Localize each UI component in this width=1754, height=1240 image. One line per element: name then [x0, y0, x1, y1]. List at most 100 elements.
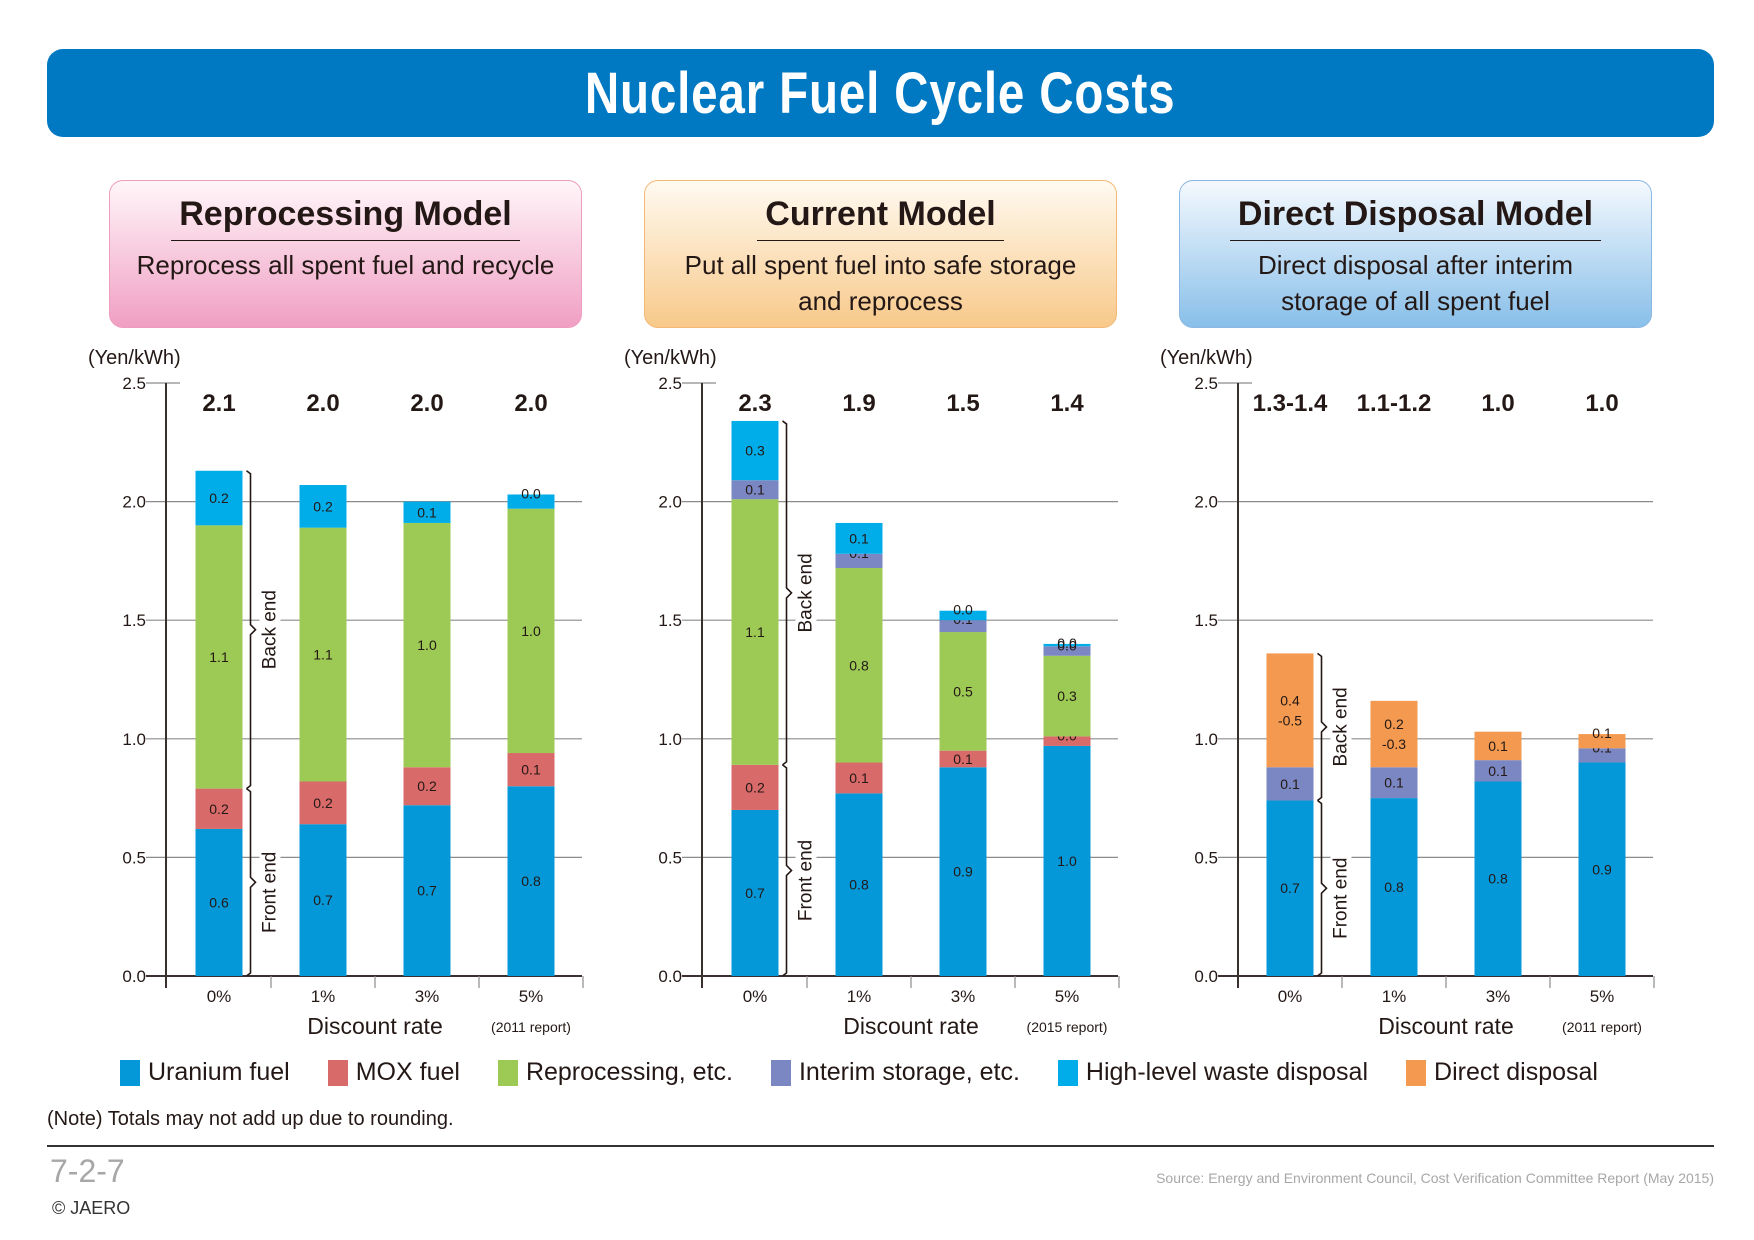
bar-segment-uranium — [299, 824, 347, 976]
legend-label: High-level waste disposal — [1085, 1058, 1369, 1086]
bar-segment-reprocessing — [939, 632, 987, 751]
y-axis-label: (Yen/kWh) — [1160, 347, 1253, 369]
segment-value-label: 0.1 — [745, 482, 765, 498]
back-end-bracket — [1317, 652, 1328, 802]
page-number: 7-2-7 — [50, 1153, 125, 1189]
segment-value-label: 0.1 — [849, 530, 869, 546]
legend-label: Reprocessing, etc. — [525, 1058, 733, 1086]
label-backdrop — [1330, 855, 1352, 941]
segment-value-label: 0.1 — [1280, 776, 1300, 792]
segment-value-label: 0.9 — [953, 864, 973, 880]
segment-value-label: 1.1 — [209, 649, 229, 665]
front-end-label: Front end — [1331, 858, 1352, 939]
segment-value-label: 0.2 — [209, 490, 229, 506]
segment-value-label: 0.1 — [417, 504, 437, 520]
legend: Uranium fuel MOX fuel Reprocessing, etc.… — [120, 1058, 1636, 1087]
bar-total-label: 1.1-1.2 — [1357, 390, 1432, 417]
segment-value-label: -0.5 — [1278, 712, 1302, 728]
x-tick-label: 3% — [415, 987, 440, 1006]
bar-total-label: 1.5 — [946, 390, 979, 417]
y-tick-label: 1.0 — [122, 730, 146, 749]
legend-item-direct: Direct disposal — [1406, 1058, 1598, 1087]
y-tick-label: 2.5 — [1194, 374, 1218, 393]
x-axis-label: Discount rate — [307, 1013, 443, 1039]
footnote: (Note) Totals may not add up due to roun… — [47, 1108, 454, 1130]
segment-value-label: 0.0 — [953, 602, 973, 618]
segment-value-label: 1.0 — [417, 637, 437, 653]
legend-swatch — [1406, 1059, 1427, 1086]
bar-total-label: 1.3-1.4 — [1253, 390, 1328, 417]
bar-segment-interim — [1370, 767, 1418, 799]
front-end-bracket — [246, 787, 257, 977]
bar-segment-uranium — [507, 786, 555, 976]
segment-value-label: 1.0 — [1057, 853, 1077, 869]
y-tick-label: 0.0 — [658, 967, 682, 986]
segment-value-label: 0.8 — [849, 657, 869, 673]
bar-segment-direct — [1474, 731, 1522, 761]
segment-value-label: 0.1 — [1384, 775, 1404, 791]
segment-value-label: 0.0 — [1057, 635, 1077, 651]
x-tick-label: 0% — [1278, 987, 1303, 1006]
segment-value-label: 1.1 — [313, 647, 333, 663]
bar-segment-uranium — [403, 805, 451, 976]
bar-segment-reprocessing — [195, 525, 243, 789]
y-tick-label: 1.0 — [658, 730, 682, 749]
y-tick-label: 2.0 — [658, 493, 682, 512]
model-title: Reprocessing Model — [171, 195, 520, 241]
x-axis-note: (2011 report) — [1562, 1019, 1642, 1035]
page-title: Nuclear Fuel Cycle Costs — [585, 60, 1176, 126]
segment-value-label: 0.1 — [953, 751, 973, 767]
legend-label: Uranium fuel — [148, 1058, 290, 1086]
bar-segment-uranium — [939, 767, 987, 976]
segment-value-label: 0.2 — [313, 498, 333, 514]
legend-swatch — [327, 1059, 348, 1086]
label-backdrop — [1330, 685, 1352, 769]
footer-divider — [47, 1145, 1714, 1147]
model-box-current: Current Model Put all spent fuel into sa… — [644, 180, 1117, 328]
back-end-label: Back end — [1331, 687, 1352, 766]
x-tick-label: 5% — [1055, 987, 1080, 1006]
y-tick-label: 2.5 — [658, 374, 682, 393]
x-tick-label: 1% — [311, 987, 336, 1006]
bar-segment-direct — [1578, 734, 1626, 749]
segment-value-label: 0.9 — [1592, 861, 1612, 877]
bar-segment-reprocessing — [835, 568, 883, 763]
segment-value-label: 0.8 — [849, 877, 869, 893]
front-end-bracket — [1317, 799, 1328, 977]
y-axis-label: (Yen/kWh) — [624, 347, 717, 369]
title-banner: Nuclear Fuel Cycle Costs — [47, 49, 1714, 137]
segment-value-label: 0.2 — [1384, 716, 1404, 732]
segment-value-label: 0.2 — [417, 778, 437, 794]
legend-swatch — [1057, 1059, 1078, 1086]
bar-segment-uranium — [835, 793, 883, 976]
bar-segment-reprocessing — [1043, 655, 1091, 737]
bar-segment-hlw — [835, 522, 883, 554]
segment-value-label: 0.2 — [313, 795, 333, 811]
segment-value-label: 0.0 — [521, 485, 541, 501]
model-description: Reprocess all spent fuel and recycle — [136, 250, 555, 280]
segment-value-label: 0.8 — [1384, 879, 1404, 895]
x-axis-label: Discount rate — [843, 1013, 979, 1039]
x-tick-label: 3% — [951, 987, 976, 1006]
bar-total-label: 2.1 — [202, 390, 235, 417]
legend-item-interim: Interim storage, etc. — [770, 1058, 1020, 1087]
segment-value-label: 0.4 — [1280, 692, 1300, 708]
bar-total-label: 1.0 — [1481, 390, 1514, 417]
bar-segment-mox — [1043, 736, 1091, 746]
legend-label: Interim storage, etc. — [798, 1058, 1020, 1086]
bar-segment-uranium — [1578, 762, 1626, 976]
y-tick-label: 0.5 — [122, 848, 146, 867]
legend-swatch — [770, 1059, 791, 1086]
y-tick-label: 0.5 — [1194, 848, 1218, 867]
bar-segment-mox — [403, 767, 451, 806]
label-backdrop — [795, 551, 817, 635]
segment-value-label: 0.1 — [849, 770, 869, 786]
y-axis-label: (Yen/kWh) — [88, 347, 181, 369]
bar-segment-hlw — [403, 501, 451, 523]
bar-segment-hlw — [299, 484, 347, 528]
x-tick-label: 0% — [743, 987, 768, 1006]
y-tick-label: 2.0 — [1194, 493, 1218, 512]
legend-item-reprocessing: Reprocessing, etc. — [497, 1058, 733, 1087]
y-tick-label: 1.0 — [1194, 730, 1218, 749]
legend-label: Direct disposal — [1434, 1058, 1598, 1086]
